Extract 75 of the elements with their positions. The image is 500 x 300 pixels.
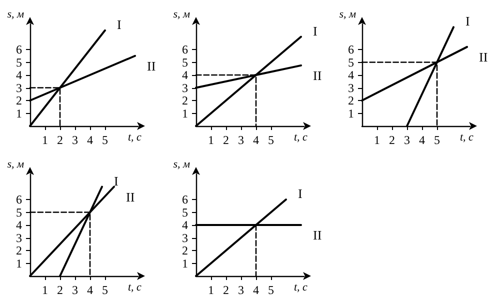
x-axis-title: t, с	[128, 282, 142, 294]
y-tick-label: 5	[348, 55, 354, 70]
y-tick-label: 2	[348, 94, 354, 108]
y-tick-label: 4	[182, 68, 188, 82]
series-label: II	[313, 228, 322, 242]
y-axis-title: s, м	[173, 8, 190, 20]
x-tick-label: 3	[404, 133, 410, 147]
x-tick-label: 4	[419, 133, 425, 147]
y-tick-label: 6	[182, 42, 188, 56]
x-tick-label: 1	[42, 133, 48, 147]
y-tick-label: 5	[16, 205, 22, 220]
series-label: II	[313, 68, 322, 83]
x-tick-label: 5	[102, 283, 108, 297]
y-tick-label: 5	[182, 55, 188, 70]
x-tick-label: 2	[223, 283, 229, 297]
series-label: II	[479, 49, 488, 64]
y-tick-label: 3	[182, 80, 188, 95]
x-axis-title: t, с	[128, 132, 142, 144]
x-tick-label: 1	[208, 133, 214, 147]
y-tick-label: 4	[16, 218, 22, 232]
y-tick-label: 5	[182, 205, 188, 220]
x-tick-label: 2	[57, 283, 63, 297]
y-axis-title: s, м	[7, 158, 24, 170]
y-tick-label: 1	[182, 106, 188, 120]
x-tick-label: 5	[434, 133, 440, 147]
y-axis-title: s, м	[173, 158, 190, 170]
x-axis-title: t, с	[294, 282, 308, 294]
y-tick-label: 3	[16, 80, 22, 95]
x-tick-label: 1	[208, 283, 214, 297]
y-tick-label: 2	[182, 244, 188, 258]
x-tick-label: 4	[253, 283, 259, 297]
y-tick-label: 4	[16, 68, 22, 82]
y-tick-label: 2	[16, 244, 22, 258]
x-tick-label: 3	[238, 283, 244, 297]
series-label: I	[298, 186, 302, 201]
y-tick-label: 2	[182, 94, 188, 108]
y-tick-label: 6	[182, 192, 188, 206]
x-tick-label: 5	[268, 133, 274, 147]
y-axis-title: s, м	[7, 8, 24, 20]
y-tick-label: 4	[348, 68, 354, 82]
y-tick-label: 6	[16, 192, 22, 206]
y-tick-label: 2	[16, 94, 22, 108]
x-tick-label: 4	[87, 283, 93, 297]
y-tick-label: 1	[182, 256, 188, 270]
y-tick-label: 3	[182, 230, 188, 245]
series-label: I	[466, 14, 470, 29]
x-tick-label: 4	[87, 133, 93, 147]
x-axis-title: t, с	[460, 132, 474, 144]
y-tick-label: 5	[16, 55, 22, 70]
x-tick-label: 4	[253, 133, 259, 147]
x-axis-title: t, с	[294, 132, 308, 144]
x-tick-label: 5	[102, 133, 108, 147]
series-label: I	[117, 16, 122, 32]
series-label: I	[313, 23, 318, 38]
x-tick-label: 2	[57, 133, 63, 147]
series-label: II	[126, 189, 135, 204]
y-tick-label: 4	[182, 218, 188, 232]
x-tick-label: 3	[72, 133, 78, 147]
y-tick-label: 6	[16, 42, 22, 56]
x-tick-label: 3	[238, 133, 244, 147]
x-tick-label: 2	[389, 133, 395, 147]
y-axis-title: s, м	[339, 8, 356, 20]
series-label: I	[114, 173, 118, 188]
x-tick-label: 3	[72, 283, 78, 297]
series-label: II	[147, 58, 156, 74]
y-tick-label: 1	[348, 106, 354, 120]
x-tick-label: 1	[374, 133, 380, 147]
x-tick-label: 5	[268, 283, 274, 297]
y-tick-label: 6	[348, 42, 354, 56]
y-tick-label: 3	[16, 230, 22, 245]
x-tick-label: 1	[42, 283, 48, 297]
y-tick-label: 1	[16, 256, 22, 270]
y-tick-label: 1	[16, 106, 22, 120]
x-tick-label: 2	[223, 133, 229, 147]
y-tick-label: 3	[348, 80, 354, 95]
